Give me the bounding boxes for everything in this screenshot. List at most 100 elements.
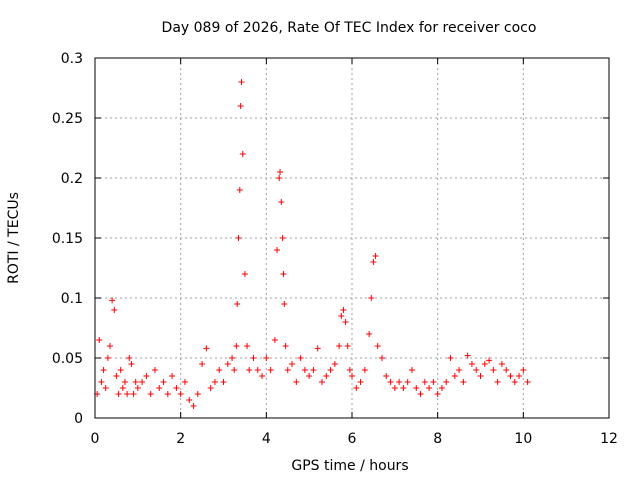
data-point bbox=[503, 367, 510, 373]
data-point bbox=[239, 151, 246, 157]
data-point bbox=[238, 79, 245, 85]
data-point bbox=[413, 385, 420, 391]
data-point bbox=[126, 355, 133, 361]
data-point bbox=[357, 379, 364, 385]
data-point bbox=[244, 343, 251, 349]
data-point bbox=[100, 367, 107, 373]
x-tick-label: 4 bbox=[262, 431, 271, 447]
data-point bbox=[160, 379, 167, 385]
y-tick-label: 0 bbox=[74, 411, 83, 427]
data-point bbox=[331, 361, 338, 367]
data-point bbox=[524, 379, 531, 385]
data-point bbox=[237, 103, 244, 109]
data-point bbox=[340, 307, 347, 313]
y-tick-label: 0.05 bbox=[52, 351, 83, 367]
data-point bbox=[233, 343, 240, 349]
gridlines bbox=[95, 58, 609, 418]
data-point bbox=[117, 367, 124, 373]
data-point bbox=[98, 379, 105, 385]
data-point bbox=[387, 379, 394, 385]
data-point bbox=[156, 385, 163, 391]
data-point bbox=[236, 187, 243, 193]
y-tick-label: 0.25 bbox=[52, 111, 83, 127]
data-point bbox=[460, 379, 467, 385]
data-point bbox=[186, 397, 193, 403]
data-point bbox=[216, 367, 223, 373]
data-point bbox=[139, 379, 146, 385]
data-point bbox=[468, 361, 475, 367]
data-point bbox=[477, 373, 484, 379]
data-point bbox=[211, 379, 218, 385]
data-point bbox=[366, 331, 373, 337]
data-point bbox=[338, 313, 345, 319]
data-point bbox=[279, 235, 286, 241]
data-point bbox=[224, 361, 231, 367]
data-point bbox=[408, 367, 415, 373]
data-point bbox=[259, 373, 266, 379]
data-point bbox=[344, 343, 351, 349]
data-point bbox=[498, 361, 505, 367]
data-point bbox=[507, 373, 514, 379]
data-point bbox=[277, 169, 284, 175]
data-point bbox=[361, 367, 368, 373]
data-point bbox=[132, 379, 139, 385]
data-point bbox=[346, 367, 353, 373]
data-point bbox=[128, 361, 135, 367]
data-point bbox=[327, 367, 334, 373]
data-point bbox=[263, 355, 270, 361]
data-point bbox=[147, 391, 154, 397]
data-point bbox=[231, 367, 238, 373]
data-point bbox=[130, 391, 137, 397]
data-point bbox=[447, 355, 454, 361]
data-point bbox=[391, 385, 398, 391]
y-axis-label: ROTI / TECUs bbox=[6, 192, 22, 284]
data-point bbox=[199, 361, 206, 367]
data-point bbox=[151, 367, 158, 373]
data-point bbox=[102, 385, 109, 391]
data-point bbox=[310, 367, 317, 373]
data-point bbox=[520, 367, 527, 373]
data-point bbox=[104, 355, 111, 361]
data-point bbox=[190, 403, 197, 409]
data-point bbox=[235, 235, 242, 241]
data-point bbox=[106, 343, 113, 349]
data-point bbox=[378, 355, 385, 361]
data-point bbox=[194, 391, 201, 397]
data-point bbox=[368, 295, 375, 301]
data-point bbox=[486, 357, 493, 364]
data-point bbox=[203, 345, 210, 352]
data-point bbox=[396, 379, 403, 385]
data-point bbox=[119, 385, 126, 391]
data-point bbox=[443, 379, 450, 385]
data-point bbox=[374, 343, 381, 349]
data-point bbox=[271, 337, 278, 343]
data-point bbox=[451, 373, 458, 379]
data-point bbox=[438, 385, 445, 391]
x-tick-label: 10 bbox=[514, 431, 532, 447]
chart-title: Day 089 of 2026, Rate Of TEC Index for r… bbox=[162, 20, 537, 36]
data-point bbox=[372, 253, 379, 259]
data-point bbox=[164, 391, 171, 397]
data-point bbox=[464, 352, 471, 359]
x-tick-label: 8 bbox=[433, 431, 442, 447]
data-point bbox=[306, 373, 313, 379]
data-point bbox=[276, 175, 283, 181]
data-point bbox=[250, 355, 257, 361]
data-point bbox=[229, 355, 236, 361]
plot-frame bbox=[94, 57, 610, 419]
data-point bbox=[404, 379, 411, 385]
data-point bbox=[173, 385, 180, 391]
data-point bbox=[323, 373, 330, 379]
data-point bbox=[456, 367, 463, 373]
x-axis-ticks: 0 2 4 6 8 10 12 bbox=[91, 58, 618, 447]
data-point bbox=[293, 379, 300, 385]
data-point bbox=[370, 259, 377, 265]
data-point bbox=[267, 367, 274, 373]
data-point bbox=[434, 391, 441, 397]
y-tick-label: 0.1 bbox=[61, 291, 83, 307]
data-point bbox=[494, 379, 501, 385]
data-point bbox=[297, 355, 304, 361]
data-point bbox=[181, 379, 188, 385]
data-point bbox=[319, 379, 326, 385]
